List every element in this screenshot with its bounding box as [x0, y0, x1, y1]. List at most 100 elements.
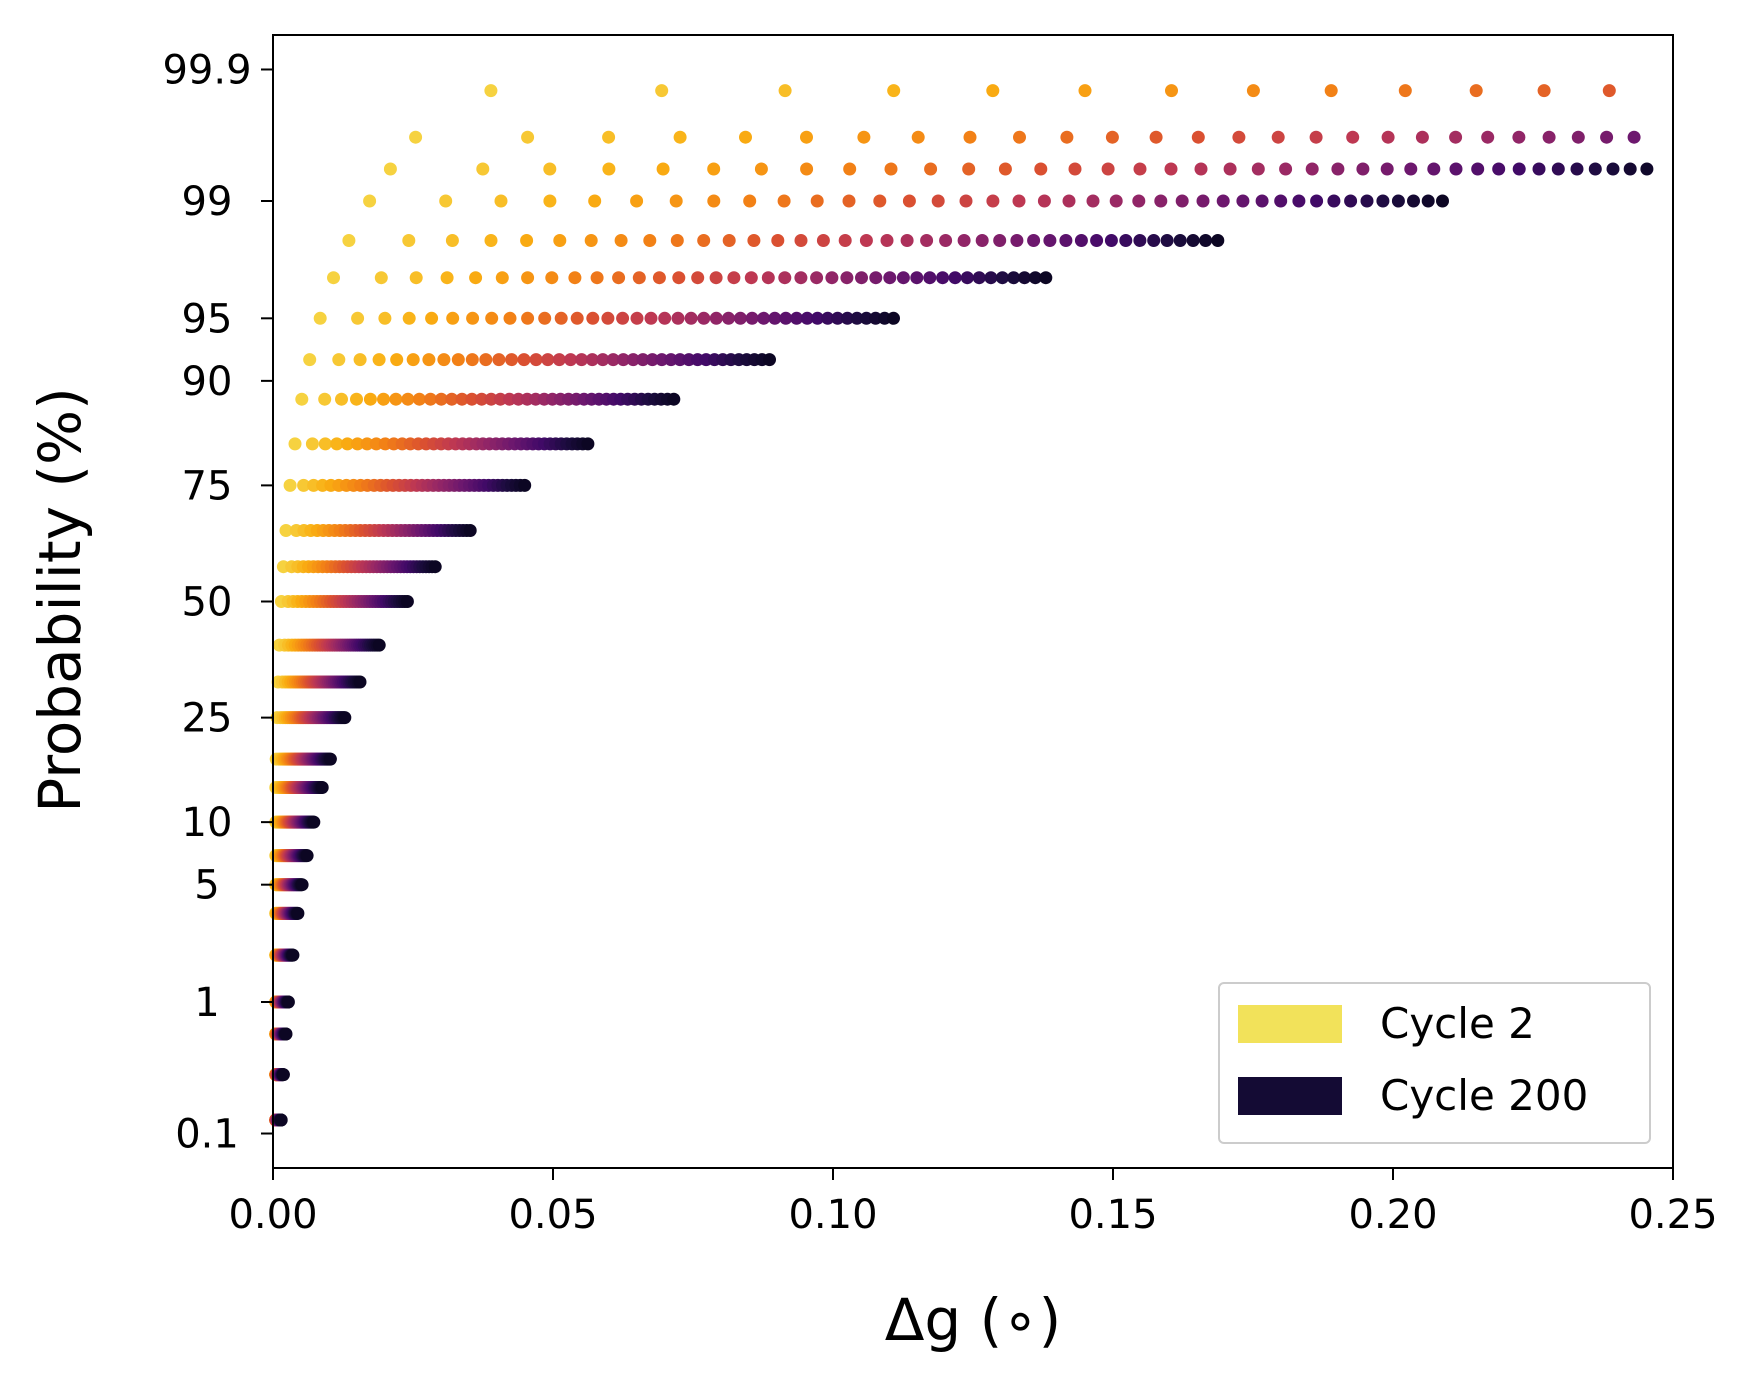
data-point: [838, 234, 852, 247]
data-point: [360, 437, 374, 451]
data-point: [503, 311, 517, 325]
data-point: [445, 392, 459, 406]
data-point: [313, 311, 327, 325]
data-point: [570, 311, 584, 325]
y-tick-label: 99.9: [162, 47, 251, 93]
data-point: [859, 311, 873, 325]
data-point: [709, 271, 723, 285]
data-point: [402, 234, 416, 247]
data-point: [307, 478, 321, 492]
data-point: [584, 234, 598, 247]
data-point: [1398, 84, 1412, 98]
data-point: [1007, 271, 1021, 285]
data-point: [1292, 194, 1306, 208]
data-point: [425, 311, 439, 325]
x-axis-title: Δg (∘): [885, 1286, 1062, 1354]
data-point: [424, 392, 437, 406]
data-point: [1186, 234, 1200, 247]
data-point: [630, 311, 644, 325]
data-point: [1196, 194, 1210, 208]
data-point: [378, 311, 392, 325]
y-tick-label: 5: [194, 863, 219, 909]
data-point: [350, 392, 363, 406]
data-point: [931, 194, 945, 208]
data-point: [779, 311, 793, 325]
data-point: [327, 271, 340, 285]
data-point: [896, 271, 910, 285]
data-point: [541, 353, 555, 367]
data-point: [777, 194, 791, 208]
data-point: [986, 194, 1000, 208]
data-point: [484, 84, 498, 98]
data-point: [1060, 130, 1074, 144]
data-point: [305, 437, 319, 451]
data-point: [412, 392, 426, 406]
data-point: [1449, 162, 1463, 176]
data-point: [1028, 271, 1042, 285]
data-point: [1012, 194, 1026, 208]
data-point: [494, 194, 508, 208]
data-point: [545, 271, 559, 285]
data-point: [451, 353, 465, 367]
data-point: [295, 878, 309, 892]
data-point: [1602, 84, 1616, 98]
data-point: [616, 311, 630, 325]
data-point: [575, 353, 589, 367]
data-point: [1086, 194, 1100, 208]
data-point: [644, 311, 658, 325]
data-point: [1600, 130, 1614, 144]
data-point: [821, 311, 835, 325]
data-point: [920, 234, 934, 247]
data-point: [636, 353, 650, 367]
y-axis: 0.1 1 5 10 25 50 75 90 95 99 99.9: [162, 47, 273, 1158]
data-point: [1324, 84, 1338, 98]
data-point: [1010, 234, 1024, 247]
legend-label: Cycle 2: [1380, 999, 1535, 1048]
data-point: [1376, 194, 1390, 208]
data-point: [503, 392, 516, 406]
data-point: [754, 162, 768, 176]
data-point: [553, 234, 567, 247]
data-point: [466, 311, 480, 325]
data-point: [1436, 194, 1449, 208]
data-point: [543, 194, 557, 208]
data-point: [469, 271, 483, 285]
data-point: [1211, 234, 1225, 247]
data-point: [722, 234, 736, 247]
data-point: [332, 353, 346, 367]
y-axis-title: Probability (%): [26, 387, 94, 812]
data-point: [495, 271, 509, 285]
data-point: [351, 437, 364, 451]
data-point: [330, 437, 344, 451]
data-point: [995, 271, 1009, 285]
data-point: [1037, 194, 1051, 208]
data-point: [538, 311, 552, 325]
data-point: [900, 234, 914, 247]
data-point: [1078, 84, 1092, 98]
data-point: [652, 271, 666, 285]
data-point: [521, 130, 535, 144]
data-point: [684, 311, 698, 325]
data-point: [616, 353, 630, 367]
data-point: [778, 84, 792, 98]
data-point: [1223, 162, 1237, 176]
data-point: [993, 234, 1007, 247]
data-point: [855, 271, 868, 285]
x-tick-label: 0.00: [228, 1192, 317, 1238]
data-point: [1132, 194, 1146, 208]
data-point: [960, 271, 974, 285]
data-point: [658, 311, 672, 325]
data-point: [1532, 162, 1546, 176]
data-point: [1570, 162, 1584, 176]
data-point: [402, 311, 416, 325]
data-point: [887, 311, 900, 325]
data-point: [291, 906, 305, 920]
data-point: [963, 130, 977, 144]
data-point: [1173, 234, 1187, 247]
data-point: [363, 194, 377, 208]
data-point: [1427, 162, 1441, 176]
data-point: [1606, 162, 1620, 176]
data-point: [697, 311, 711, 325]
data-point: [372, 353, 386, 367]
data-point: [1105, 130, 1119, 144]
